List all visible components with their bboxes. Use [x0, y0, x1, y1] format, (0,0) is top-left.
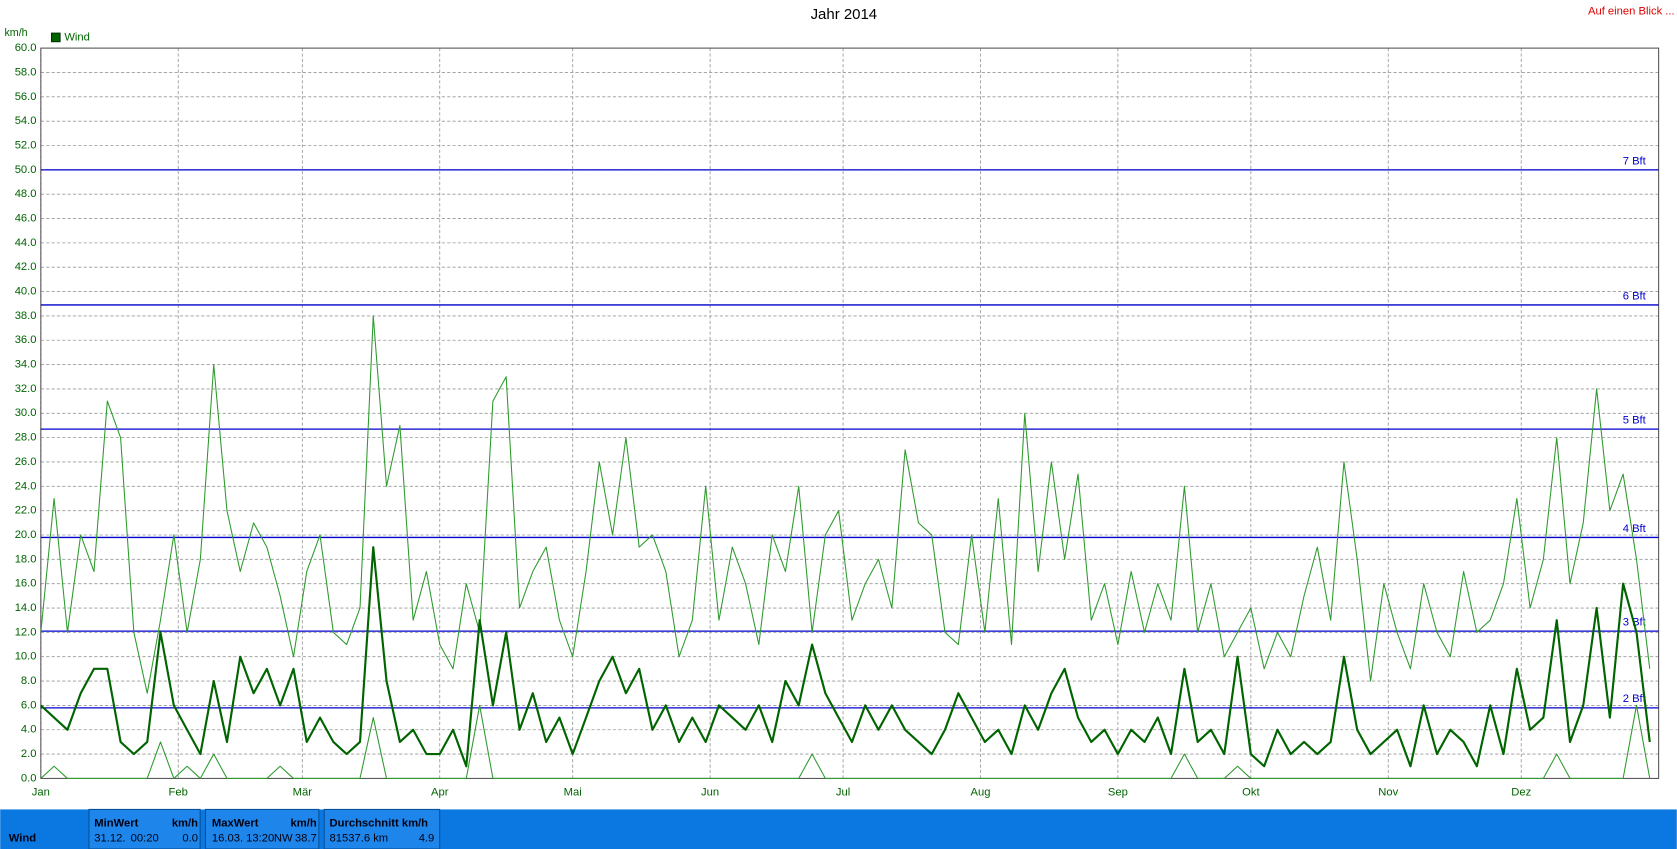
y-tick-label: 2.0 — [21, 748, 37, 760]
summary-date: 16.03. — [212, 832, 243, 844]
y-tick-label: 34.0 — [15, 359, 37, 371]
summary-time: 13:20 — [246, 832, 274, 844]
summary-cell — [88, 808, 201, 849]
summary-direction: NW — [274, 832, 293, 844]
summary-header: MinWert — [94, 817, 138, 829]
summary-value: 38.7 — [295, 832, 317, 844]
y-tick-label: 40.0 — [15, 286, 37, 298]
x-tick-label: Dez — [1511, 786, 1531, 798]
y-tick-label: 54.0 — [15, 115, 37, 127]
chart-title: Jahr 2014 — [811, 6, 878, 23]
legend-swatch — [50, 32, 61, 43]
y-tick-label: 14.0 — [15, 602, 37, 614]
x-tick-label: Mär — [293, 786, 313, 798]
y-tick-label: 16.0 — [15, 578, 37, 590]
summary-cell — [323, 808, 441, 849]
y-tick-label: 28.0 — [15, 432, 37, 444]
y-tick-label: 52.0 — [15, 139, 37, 151]
series-line — [40, 315, 1651, 694]
threshold-label: 4 Bft — [1623, 523, 1647, 535]
summary-time: 00:20 — [131, 832, 159, 844]
summary-distance: 81537.6 km — [330, 832, 389, 844]
y-tick-label: 26.0 — [15, 456, 37, 468]
summary-row-label: Wind — [9, 832, 36, 844]
y-tick-label: 4.0 — [21, 724, 37, 736]
summary-header: MaxWert — [212, 817, 259, 829]
y-tick-label: 58.0 — [15, 66, 37, 78]
summary-unit: km/h — [291, 817, 317, 829]
x-tick-label: Jun — [701, 786, 719, 798]
x-tick-label: Jan — [32, 786, 50, 798]
summary-date: 31.12. — [94, 832, 125, 844]
y-tick-label: 46.0 — [15, 212, 37, 224]
y-tick-label: 36.0 — [15, 334, 37, 346]
x-tick-label: Apr — [431, 786, 449, 798]
x-tick-label: Sep — [1108, 786, 1128, 798]
link[interactable]: Auf einen Blick ... — [1588, 6, 1675, 18]
y-tick-label: 38.0 — [15, 310, 37, 322]
summary-unit: km/h — [172, 817, 198, 829]
y-tick-label: 18.0 — [15, 553, 37, 565]
series-line — [40, 546, 1651, 768]
y-tick-label: 22.0 — [15, 505, 37, 517]
y-unit: km/h — [4, 27, 27, 39]
summary-value: 0.0 — [182, 832, 198, 844]
y-tick-label: 60.0 — [15, 42, 37, 54]
summary-value: 4.9 — [419, 832, 435, 844]
summary-header: Durchschnitt km/h — [330, 817, 429, 829]
y-tick-label: 8.0 — [21, 675, 37, 687]
y-tick-label: 32.0 — [15, 383, 37, 395]
x-tick-label: Nov — [1378, 786, 1398, 798]
y-tick-label: 44.0 — [15, 237, 37, 249]
threshold-label: 7 Bft — [1623, 155, 1647, 167]
y-tick-label: 24.0 — [15, 480, 37, 492]
y-tick-label: 0.0 — [21, 772, 37, 784]
y-tick-label: 12.0 — [15, 626, 37, 638]
threshold-label: 6 Bft — [1623, 290, 1647, 302]
y-tick-label: 10.0 — [15, 651, 37, 663]
y-tick-label: 56.0 — [15, 91, 37, 103]
y-tick-label: 42.0 — [15, 261, 37, 273]
y-tick-label: 48.0 — [15, 188, 37, 200]
legend-label: Wind — [64, 31, 90, 43]
y-tick-label: 50.0 — [15, 164, 37, 176]
x-tick-label: Jul — [836, 786, 850, 798]
series-line — [40, 704, 1651, 779]
x-tick-label: Mai — [564, 786, 582, 798]
y-tick-label: 30.0 — [15, 407, 37, 419]
threshold-label: 5 Bft — [1623, 415, 1647, 427]
x-tick-label: Feb — [169, 786, 188, 798]
x-tick-label: Aug — [970, 786, 990, 798]
summary-cell — [204, 808, 320, 849]
threshold-label: 2 Bft — [1623, 693, 1647, 705]
x-tick-label: Okt — [1242, 786, 1260, 798]
y-tick-label: 6.0 — [21, 699, 37, 711]
y-tick-label: 20.0 — [15, 529, 37, 541]
